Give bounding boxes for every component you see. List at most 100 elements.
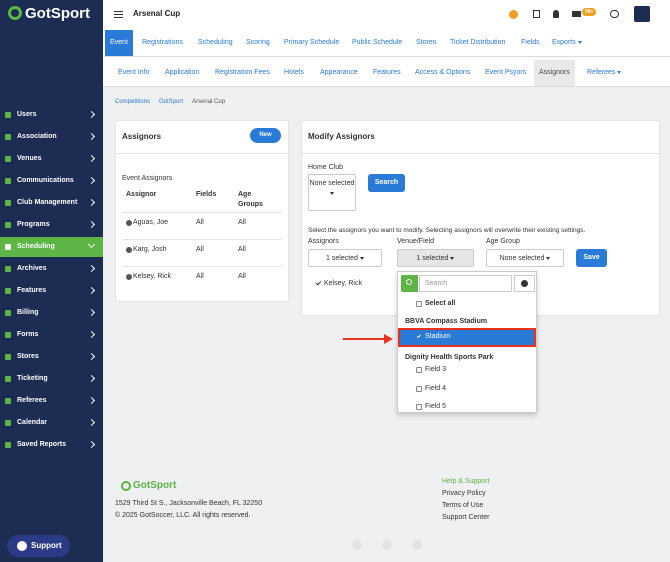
option[interactable]: Field 4 [425,384,447,392]
menu-icon [5,376,11,382]
subtab[interactable]: Event Info [118,69,150,76]
tab[interactable]: Scoring [246,39,270,46]
menu-item[interactable]: Scheduling [0,237,103,257]
subtab[interactable]: Referees [582,60,626,86]
support-icon [17,541,27,551]
tab[interactable]: Registrations [142,39,183,46]
tab[interactable]: Stores [416,39,437,46]
option-selected[interactable]: Stadium [398,328,536,347]
help-icon[interactable] [509,10,518,19]
tab[interactable]: Primary Schedule [284,39,340,46]
clear-button[interactable] [514,275,535,292]
badge: 99+ [582,8,597,16]
checkbox[interactable] [416,385,422,392]
menu-item[interactable]: Programs [0,215,103,235]
list-icon[interactable] [533,10,540,18]
option[interactable]: Field 3 [425,366,447,373]
breadcrumb-item[interactable]: Competitions [115,99,151,105]
menu-item[interactable]: Communications [0,171,103,191]
subtab[interactable]: Hotels [284,69,304,76]
tab[interactable]: Fields [521,39,540,46]
dropdown[interactable]: None selected [486,249,564,267]
subtab[interactable]: Appearance [320,69,358,76]
support-button[interactable]: Support [7,535,70,557]
subtab[interactable]: Assignors [534,60,575,86]
logo-icon [8,6,22,20]
search-button[interactable]: Search [368,174,405,192]
option[interactable]: Stadium [425,333,451,340]
remove-icon[interactable] [126,274,132,280]
menu-icon [5,112,11,118]
table-cell: All [196,246,204,253]
footer-link[interactable]: Help & Support [442,478,490,485]
divider [122,266,282,267]
menu-item[interactable]: Venues [0,149,103,169]
checkbox[interactable] [416,404,422,410]
save-label: Save [583,254,600,261]
menu-item[interactable]: Archives [0,259,103,279]
chevron [87,264,96,273]
menu-item[interactable]: Features [0,281,103,301]
new-button[interactable]: New [250,128,281,143]
tab[interactable]: Scheduling [198,39,233,46]
user-icon[interactable] [553,10,559,18]
save-button[interactable]: Save [576,249,607,267]
search-input[interactable]: Search [419,275,512,292]
arrow-shaft [343,338,385,340]
chevron [87,330,96,339]
tab[interactable]: Public Schedule [352,39,403,46]
menu-item[interactable]: Forms [0,325,103,345]
avatar[interactable] [634,6,650,22]
footer-link[interactable]: Terms of Use [442,502,484,509]
menu-item[interactable]: Club Management [0,193,103,213]
search-icon [401,275,418,292]
tab[interactable]: Event [105,30,133,56]
remove-icon[interactable] [126,220,132,226]
tab[interactable]: Exports [547,30,587,56]
checkbox[interactable] [416,301,422,307]
table-cell: All [238,219,246,226]
subtab[interactable]: Registration Fees [215,69,270,76]
menu-item[interactable]: Saved Reports [0,435,103,455]
home-club-select[interactable]: None selected [308,174,356,211]
table-cell: All [196,219,204,226]
tab[interactable]: Ticket Distribution [450,39,506,46]
chat-icon[interactable] [610,10,619,18]
placeholder: Search [425,280,448,287]
menu-item[interactable]: Ticketing [0,369,103,389]
label: Home Club [308,164,344,171]
breadcrumb-item[interactable]: GotSport [159,99,184,105]
facebook-icon[interactable] [352,540,362,550]
table-cell: All [238,273,246,280]
menu-item[interactable]: Association [0,127,103,147]
mail-icon[interactable] [572,11,581,17]
dropdown[interactable]: 1 selected [308,249,382,267]
subtab[interactable]: Application [165,69,200,76]
checkbox[interactable] [416,367,422,373]
menu-icon[interactable] [114,11,123,18]
menu-icon [5,178,11,184]
instagram-icon[interactable] [382,540,392,550]
select-all[interactable]: Select all [425,300,456,307]
footer-link[interactable]: Privacy Policy [442,490,486,497]
menu-item[interactable]: Referees [0,391,103,411]
table-cell: Karg, Josh [133,246,167,253]
subtab[interactable]: Features [373,69,401,76]
option[interactable]: Field 5 [425,403,447,410]
table-header: Assignor [126,191,157,198]
menu-item[interactable]: Stores [0,347,103,367]
divider [103,86,670,87]
menu-item[interactable]: Billing [0,303,103,323]
menu-item[interactable]: Users [0,105,103,125]
menu-icon [5,134,11,140]
remove-icon[interactable] [126,247,132,253]
menu-item[interactable]: Calendar [0,413,103,433]
search-label: Search [374,179,399,186]
subtab[interactable]: Event Psyors [485,69,527,76]
twitter-icon[interactable] [412,540,422,550]
dropdown[interactable]: 1 selected [397,249,474,267]
subtab[interactable]: Access & Options [415,69,471,76]
menu-icon [5,244,11,250]
footer-link[interactable]: Support Center [442,514,490,521]
